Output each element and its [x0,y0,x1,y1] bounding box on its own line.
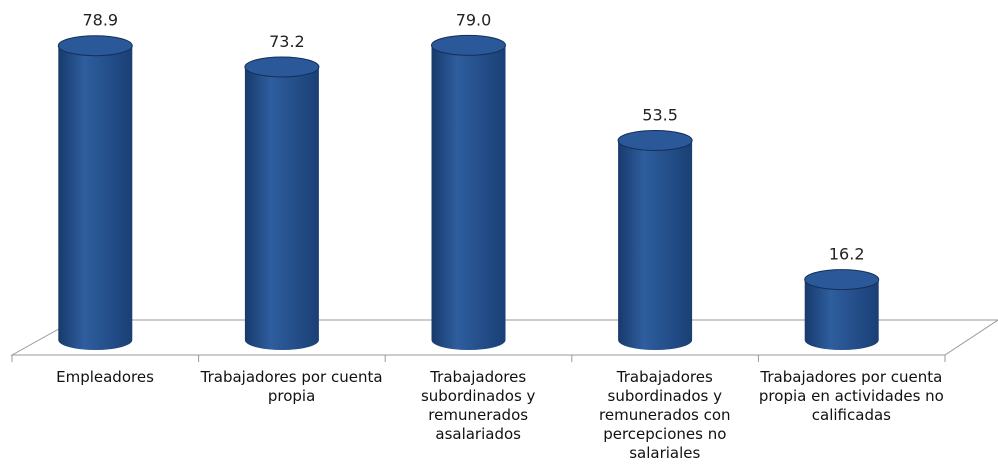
x-tick-label: Trabajadores por cuenta propia en activi… [758,368,944,424]
value-label: 16.2 [829,245,865,264]
value-label: 78.9 [82,11,118,30]
bar-top [431,34,506,56]
bar-top [617,129,693,151]
value-label: 73.2 [269,32,305,51]
floor [10,319,998,356]
bar [618,140,693,350]
x-tick-label: Trabajadores subordinados y remunerados … [420,368,536,443]
x-tick-label: Trabajadores por cuenta propia [200,368,383,405]
x-tick-label: Empleadores [56,368,154,386]
bar-top [244,56,320,78]
x-tick-label: Trabajadores subordinados y remunerados … [599,368,731,462]
bar-top [57,35,133,57]
bar [58,45,133,350]
bar [431,45,506,350]
bar [244,66,319,351]
value-label: 79.0 [456,10,492,29]
value-label: 53.5 [642,105,678,124]
bar-top [804,269,880,291]
bar [804,279,879,350]
